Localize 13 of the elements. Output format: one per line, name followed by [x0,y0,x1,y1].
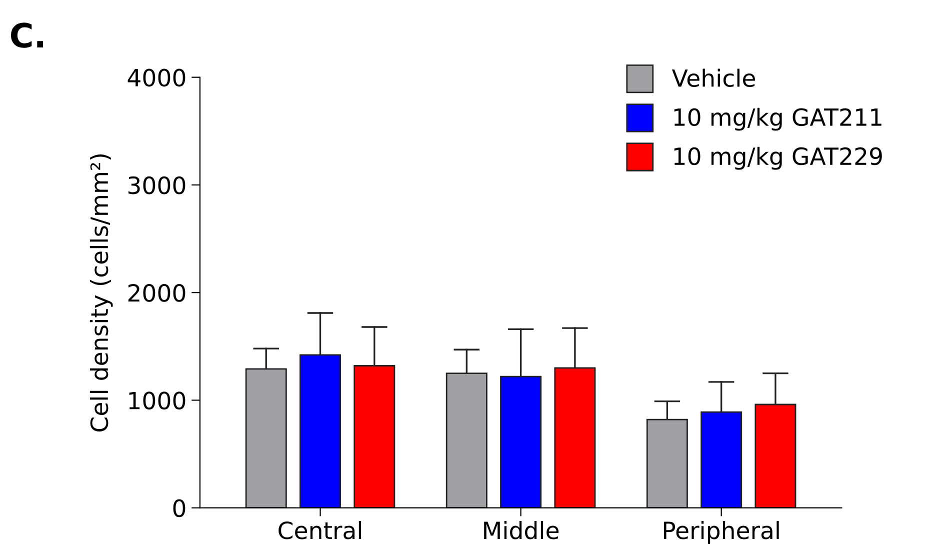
y-tick-label: 3000 [128,176,186,194]
y-tick-label: 1000 [129,392,186,410]
y-tick-label: 2000 [128,284,186,302]
legend-label: Vehicle [672,68,755,88]
y-axis-title: Cell density (cells/mm²) [90,154,113,432]
legend-label: 10 mg/kg GAT211 [674,108,882,131]
x-tick-label: Central [278,521,362,540]
x-tick-label: Peripheral [664,521,779,544]
y-tick-label: 0 [173,499,186,518]
y-tick-label: 4000 [128,68,186,87]
x-tick-label: Middle [484,521,559,540]
chart-title: C. [10,22,44,48]
legend-label: 10 mg/kg GAT229 [674,146,882,170]
